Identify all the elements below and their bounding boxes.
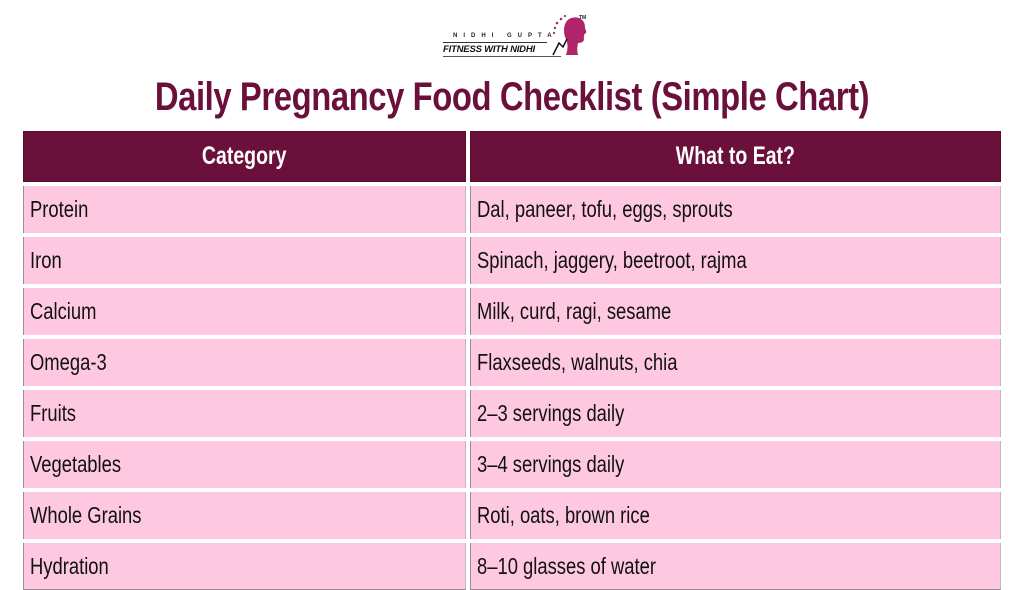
header-category: Category [23, 131, 466, 182]
table-row: Protein Dal, paneer, tofu, eggs, sprouts [23, 186, 1001, 233]
foods-cell: Milk, curd, ragi, sesame [470, 288, 1001, 335]
foods-cell: Flaxseeds, walnuts, chia [470, 339, 1001, 386]
category-cell: Fruits [23, 390, 466, 437]
foods-cell: 2–3 servings daily [470, 390, 1001, 437]
category-cell: Hydration [23, 543, 466, 590]
table-row: Omega-3 Flaxseeds, walnuts, chia [23, 339, 1001, 386]
foods-cell: 8–10 glasses of water [470, 543, 1001, 590]
foods-cell: Roti, oats, brown rice [470, 492, 1001, 539]
logo-bottom-rule [443, 56, 561, 57]
trademark-mark: TM [579, 15, 587, 21]
table-header-row: Category What to Eat? [23, 131, 1001, 182]
logo-brand-name: FITNESS WITH NIDHI [443, 44, 535, 55]
brand-logo: NIDHI GUPTA FITNESS WITH NIDHI TM [441, 13, 591, 58]
table-row: Calcium Milk, curd, ragi, sesame [23, 288, 1001, 335]
category-cell: Whole Grains [23, 492, 466, 539]
page-title: Daily Pregnancy Food Checklist (Simple C… [154, 75, 870, 119]
logo-top-line: NIDHI GUPTA [453, 33, 558, 39]
table-row: Vegetables 3–4 servings daily [23, 441, 1001, 488]
logo-divider [443, 42, 547, 43]
table-row: Whole Grains Roti, oats, brown rice [23, 492, 1001, 539]
table-row: Hydration 8–10 glasses of water [23, 543, 1001, 590]
category-cell: Omega-3 [23, 339, 466, 386]
category-cell: Iron [23, 237, 466, 284]
foods-cell: Dal, paneer, tofu, eggs, sprouts [470, 186, 1001, 233]
foods-cell: 3–4 servings daily [470, 441, 1001, 488]
header-what-to-eat: What to Eat? [470, 131, 1001, 182]
woman-profile-icon [552, 14, 587, 56]
category-cell: Vegetables [23, 441, 466, 488]
category-cell: Protein [23, 186, 466, 233]
food-checklist-table: Category What to Eat? Protein Dal, panee… [23, 131, 1001, 590]
table-row: Fruits 2–3 servings daily [23, 390, 1001, 437]
foods-cell: Spinach, jaggery, beetroot, rajma [470, 237, 1001, 284]
table-row: Iron Spinach, jaggery, beetroot, rajma [23, 237, 1001, 284]
category-cell: Calcium [23, 288, 466, 335]
